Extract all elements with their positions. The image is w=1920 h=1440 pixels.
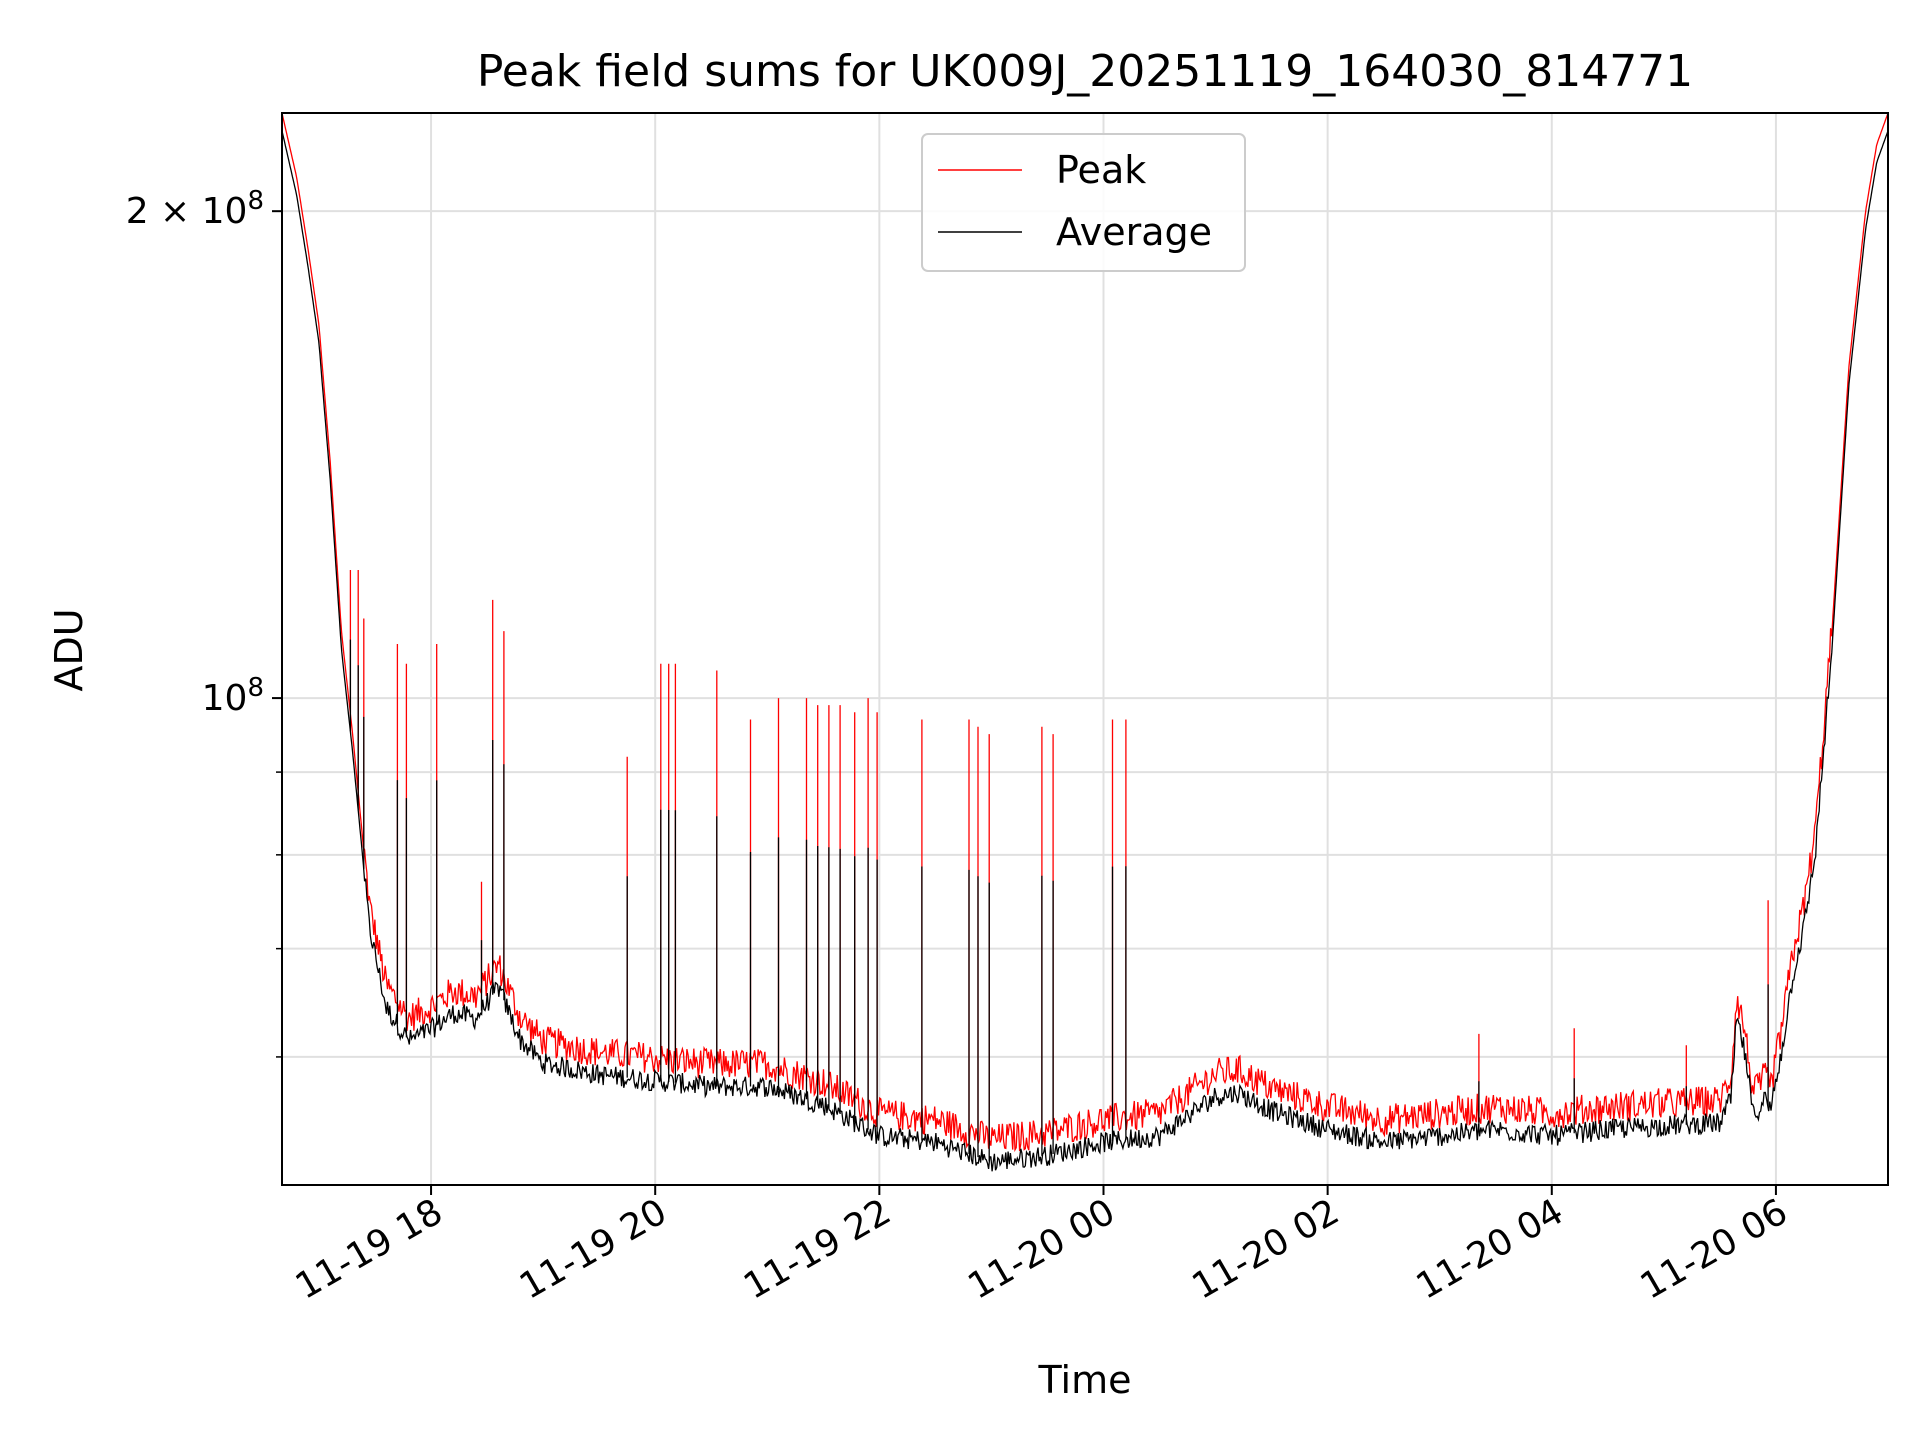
y-axis: 108 2 × 108 (126, 186, 282, 1058)
x-axis-label: Time (1038, 1358, 1132, 1402)
legend: Peak Average (921, 133, 1246, 272)
y-axis-label: ADU (47, 608, 91, 691)
legend-average-label: Average (1056, 210, 1212, 254)
legend-frame (921, 133, 1246, 272)
chart-title: Peak field sums for UK009J_20251119_1640… (477, 46, 1693, 97)
series-layer (282, 113, 1888, 1172)
legend-peak-label: Peak (1056, 148, 1146, 192)
plot-frame (281, 112, 1889, 1186)
y-tick-label: 108 (202, 673, 264, 719)
average-series-line (282, 130, 1888, 1172)
average-series-spikes (349, 639, 1769, 1162)
y-tick-label: 2 × 108 (126, 186, 264, 232)
